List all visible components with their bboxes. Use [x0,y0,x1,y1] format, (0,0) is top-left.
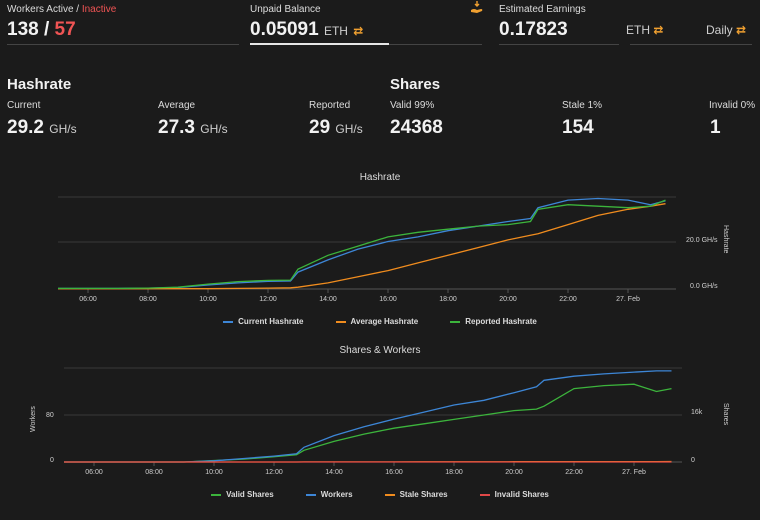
x-tick-label: 08:00 [139,296,157,303]
hashrate-section-title: Hashrate [7,76,72,93]
swap-arrows-icon[interactable]: ⇄ [353,24,364,38]
y-tick-label: 0.0 GH/s [690,283,718,290]
unpaid-progress-bar [250,43,390,45]
y-right-tick-label: 16k [691,409,703,416]
hashrate-chart: 06:00 08:00 10:00 12:00 14:00 16:00 18:00 20:00… [58,196,729,303]
average-hashrate-value: 27.3 GH/s [158,117,228,139]
series-line-current-hashrate [58,197,666,290]
x-tick-label: 22:00 [559,296,577,303]
legend-workers[interactable]: Workers [305,490,353,499]
swap-arrows-icon[interactable]: ⇄ [736,23,747,37]
legend-average-hashrate[interactable]: Average Hashrate [335,317,418,326]
x-tick-label: 08:00 [145,469,163,476]
workers-count: 138 / 57 [7,19,76,41]
y-right-tick-label: 0 [691,457,695,464]
reported-hashrate-unit: GH/s [335,122,363,136]
series-line-reported-hashrate [58,199,666,290]
stale-shares-value: 154 [562,117,594,138]
swap-arrows-icon[interactable]: ⇄ [653,23,664,37]
x-tick-label: 10:00 [205,469,223,476]
estimated-earnings-value: 0.17823 [499,19,568,40]
x-tick-label: 12:00 [259,296,277,303]
x-tick-label: 20:00 [499,296,517,303]
x-tick-label: 18:00 [439,296,457,303]
series-line-workers [64,370,672,463]
shares-chart-legend: Valid Shares Workers Stale Shares Invali… [0,490,760,499]
legend-reported-hashrate[interactable]: Reported Hashrate [450,317,537,326]
y-left-axis-label: Workers [30,406,37,432]
workers-inactive-label: Inactive [81,4,117,15]
x-tick-label: 20:00 [505,469,523,476]
payout-hand-icon[interactable] [470,0,484,14]
hashrate-chart-title: Hashrate [359,172,401,183]
reported-hashrate-label: Reported [309,100,351,111]
workers-underline [7,44,239,45]
shares-chart-title: Shares & Workers [339,345,421,356]
x-tick-label: 27. Feb [622,469,646,476]
unpaid-unit: ETH [323,24,348,38]
earnings-unit: ETH [626,23,650,37]
series-line-average-hashrate [58,203,666,290]
average-hashrate-number: 27.3 [158,117,195,138]
earnings-unit-toggle[interactable]: ETH ⇄ [626,23,663,37]
x-tick-label: 16:00 [379,296,397,303]
estimated-earnings-label: Estimated Earnings [499,4,586,15]
reported-hashrate-number: 29 [309,117,331,138]
legend-current-hashrate[interactable]: Current Hashrate [223,317,304,326]
hashrate-chart-legend: Current Hashrate Average Hashrate Report… [0,317,760,326]
x-tick-label: 12:00 [265,469,283,476]
legend-valid-shares[interactable]: Valid Shares [211,490,274,499]
shares-workers-chart: 06:00 08:00 10:00 12:00 14:00 16:00 18:00 20:00… [30,367,729,476]
y-tick-label: 20.0 GH/s [686,237,718,244]
workers-separator: / [43,19,50,40]
current-hashrate-unit: GH/s [49,122,77,136]
valid-shares-label: Valid 99% [390,100,435,111]
earnings-underline [499,44,619,45]
x-tick-label: 14:00 [325,469,343,476]
x-tick-label: 06:00 [85,469,103,476]
workers-label: Workers Active / Inactive [7,4,116,15]
average-hashrate-unit: GH/s [200,122,228,136]
y-right-axis-label: Shares [722,403,729,426]
invalid-shares-value: 1 [710,117,721,138]
legend-stale-shares[interactable]: Stale Shares [384,490,448,499]
x-tick-label: 06:00 [79,296,97,303]
period-underline [630,44,752,45]
reported-hashrate-value: 29 GH/s [309,117,363,139]
average-hashrate-label: Average [158,100,196,111]
y-left-tick-label: 0 [50,457,54,464]
unpaid-value-text: 0.05091 [250,19,319,40]
current-hashrate-label: Current [7,100,41,111]
legend-invalid-shares[interactable]: Invalid Shares [479,490,549,499]
stale-shares-label: Stale 1% [562,100,603,111]
invalid-shares-label: Invalid 0% [709,100,756,111]
x-tick-label: 22:00 [565,469,583,476]
earnings-period: Daily [706,23,733,37]
valid-shares-value: 24368 [390,117,443,138]
workers-active-count: 138 [7,19,39,40]
y-left-tick-label: 80 [46,412,54,419]
x-tick-label: 16:00 [385,469,403,476]
current-hashrate-number: 29.2 [7,117,44,138]
workers-active-label: Workers Active / [7,4,80,15]
series-line-valid-shares [64,383,672,463]
y-axis-label: Hashrate [722,225,729,254]
x-tick-label: 18:00 [445,469,463,476]
unpaid-balance-value: 0.05091 ETH ⇄ [250,19,363,41]
current-hashrate-value: 29.2 GH/s [7,117,77,139]
x-tick-label: 14:00 [319,296,337,303]
unpaid-balance-label: Unpaid Balance [250,4,321,15]
workers-inactive-count: 57 [54,19,76,40]
earnings-period-toggle[interactable]: Daily ⇄ [706,23,746,37]
x-tick-label: 27. Feb [616,296,640,303]
shares-section-title: Shares [390,76,441,93]
x-tick-label: 10:00 [199,296,217,303]
